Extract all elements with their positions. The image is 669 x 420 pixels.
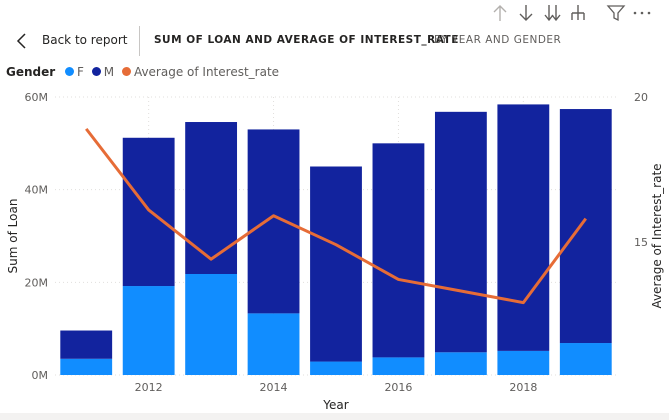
y2-axis-tick-label: 20	[634, 91, 648, 104]
bar-f	[247, 313, 300, 375]
visual-header-toolbar	[489, 0, 669, 26]
x-axis-tick-label: 2014	[260, 381, 288, 394]
x-axis-tick-label: 2018	[509, 381, 537, 394]
bar-f	[434, 352, 487, 375]
bar-f	[559, 343, 612, 375]
bar-m	[559, 109, 612, 344]
x-axis-tick-label: 2016	[384, 381, 412, 394]
chart-legend: Gender F M Average of Interest_rate	[6, 65, 283, 83]
y-axis-tick-label: 0M	[32, 369, 49, 382]
chevron-left-icon	[16, 33, 26, 49]
header-divider	[139, 26, 140, 56]
x-axis-tick-label: 2012	[135, 381, 163, 394]
visual-subtitle: BY YEAR AND GENDER	[434, 34, 562, 46]
y2-axis-tick-label: 15	[634, 236, 648, 249]
legend-item-interest-rate[interactable]: Average of Interest_rate	[121, 65, 280, 79]
bar-m	[310, 166, 362, 362]
legend-label-m: M	[103, 65, 115, 79]
y-axis-title: Sum of Loan	[6, 199, 20, 274]
arrow-up-icon[interactable]	[489, 2, 511, 24]
legend-item-m[interactable]: M	[91, 65, 115, 79]
y-axis-tick-label: 20M	[25, 276, 49, 289]
legend-marker-f	[65, 67, 75, 76]
x-axis-title: Year	[322, 398, 348, 412]
expand-hierarchy-icon[interactable]	[567, 2, 589, 24]
bar-f	[372, 357, 425, 375]
more-options-icon[interactable]	[631, 2, 653, 24]
back-to-report-button[interactable]: Back to report	[10, 29, 130, 53]
legend-label-interest-rate: Average of Interest_rate	[133, 65, 280, 79]
bar-m	[247, 129, 300, 314]
interest-rate-line	[85, 127, 587, 305]
focus-mode-header: Back to report SUM OF LOAN AND AVERAGE O…	[0, 24, 669, 58]
bar-f	[185, 273, 238, 375]
bar-m	[372, 143, 425, 358]
bar-f	[60, 358, 113, 375]
bottom-scroll-area	[0, 413, 669, 420]
bar-m	[497, 104, 550, 351]
arrow-down-icon[interactable]	[515, 2, 537, 24]
bar-m	[185, 122, 238, 274]
bar-f	[497, 350, 550, 375]
back-to-report-label: Back to report	[42, 33, 128, 47]
legend-item-f[interactable]: F	[65, 65, 84, 79]
legend-title: Gender	[6, 65, 56, 79]
visual-title: SUM OF LOAN AND AVERAGE OF INTEREST_RATE	[154, 34, 459, 46]
legend-label-f: F	[77, 65, 84, 79]
filter-icon[interactable]	[605, 2, 627, 24]
legend-marker-interest-rate	[121, 67, 131, 76]
y2-axis-title: Average of Interest_rate	[650, 163, 664, 308]
bar-f	[122, 286, 175, 375]
y-axis-tick-label: 60M	[25, 91, 49, 104]
bar-m	[60, 330, 113, 359]
bar-m	[434, 111, 487, 353]
legend-marker-m	[91, 67, 101, 76]
double-arrow-down-icon[interactable]	[541, 2, 563, 24]
bar-m	[122, 137, 175, 287]
y-axis-tick-label: 40M	[25, 184, 49, 197]
bar-f	[310, 361, 362, 375]
